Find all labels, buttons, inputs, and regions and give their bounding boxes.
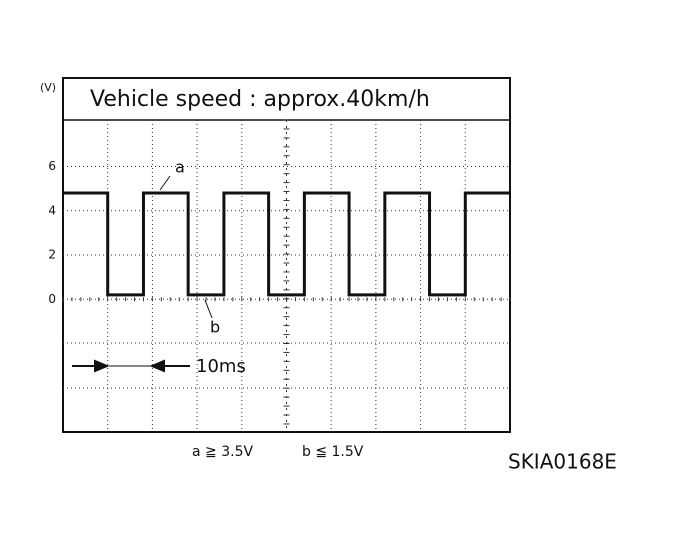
y-axis-label: (V) xyxy=(40,81,56,94)
leader-line xyxy=(159,175,171,191)
leader-line xyxy=(204,299,213,319)
annotation: 10ms xyxy=(196,356,246,377)
y-tick-label: 0 xyxy=(48,292,56,306)
annotation: a ≧ 3.5V xyxy=(192,444,253,460)
interval-arrows xyxy=(72,359,190,373)
y-tick-label: 4 xyxy=(48,203,56,217)
waveform xyxy=(63,191,510,297)
annotation: b xyxy=(210,318,220,337)
y-tick-label: 6 xyxy=(48,159,56,173)
y-tick-label: 2 xyxy=(48,248,56,262)
annotation: b ≦ 1.5V xyxy=(302,444,364,460)
chart-title: Vehicle speed : approx.40km/h xyxy=(90,87,430,112)
figure-id: SKIA0168E xyxy=(508,450,617,474)
